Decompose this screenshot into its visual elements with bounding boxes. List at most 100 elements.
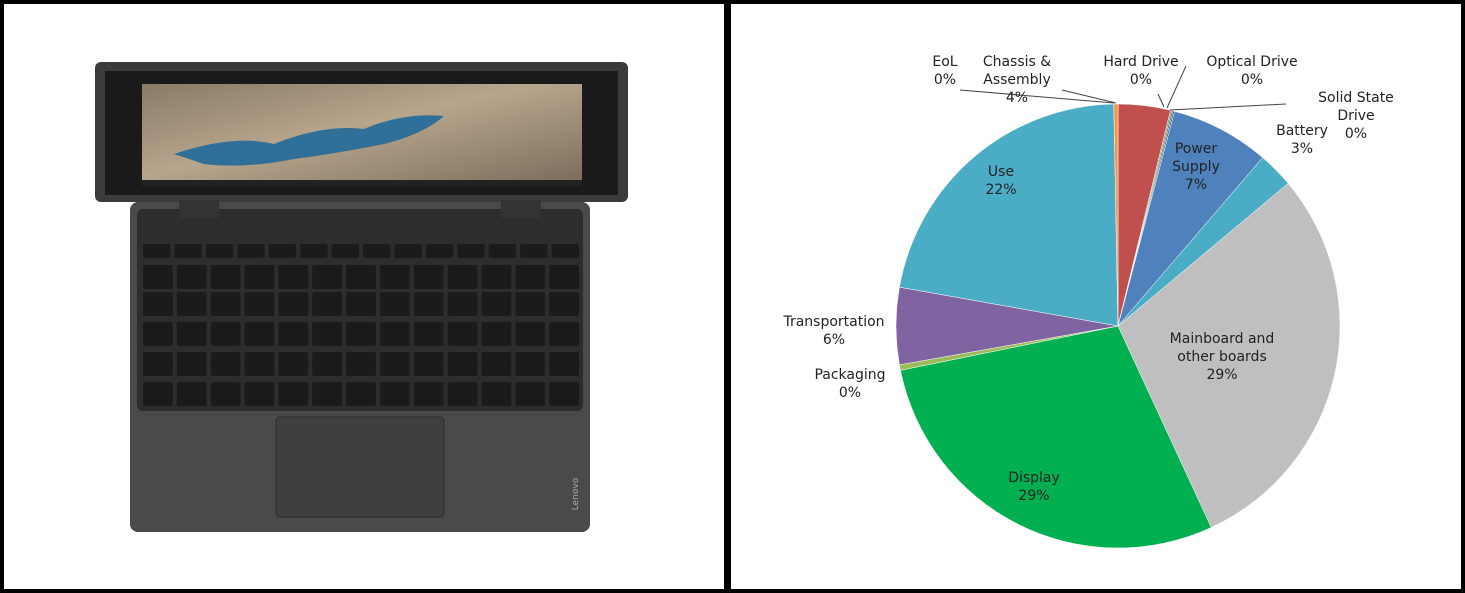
slice-label: Packaging 0% bbox=[814, 366, 885, 402]
slice-percent: 3% bbox=[1290, 141, 1314, 157]
key bbox=[312, 382, 343, 406]
key bbox=[244, 382, 275, 406]
key bbox=[447, 382, 478, 406]
key bbox=[210, 322, 241, 346]
key bbox=[515, 322, 546, 346]
pie-slice bbox=[1113, 103, 1119, 327]
key bbox=[413, 322, 444, 346]
key bbox=[447, 352, 478, 376]
slice-percent: 0% bbox=[838, 385, 862, 401]
key bbox=[515, 292, 546, 316]
key bbox=[312, 322, 343, 346]
key bbox=[379, 292, 410, 316]
key bbox=[515, 382, 546, 406]
key bbox=[300, 244, 328, 258]
leader-line bbox=[1157, 93, 1165, 108]
pie-slice bbox=[900, 325, 1212, 549]
slice-percent: 7% bbox=[1184, 177, 1208, 193]
key bbox=[457, 244, 485, 258]
key bbox=[176, 292, 207, 316]
key bbox=[481, 292, 512, 316]
key bbox=[549, 352, 579, 376]
key bbox=[515, 265, 546, 289]
slice-name: EoL bbox=[932, 54, 958, 70]
key bbox=[481, 322, 512, 346]
slice-percent: 29% bbox=[1206, 367, 1238, 383]
key bbox=[176, 382, 207, 406]
slice-label: Hard Drive 0% bbox=[1103, 53, 1178, 89]
key bbox=[413, 265, 444, 289]
key bbox=[143, 382, 173, 406]
slice-name: Optical Drive bbox=[1206, 54, 1298, 70]
key bbox=[413, 382, 444, 406]
key bbox=[379, 382, 410, 406]
key bbox=[425, 244, 454, 258]
lake bbox=[174, 115, 444, 166]
key bbox=[551, 244, 579, 258]
slice-percent: 6% bbox=[822, 332, 846, 348]
key bbox=[346, 352, 376, 376]
hinge bbox=[501, 200, 541, 218]
key bbox=[143, 352, 173, 376]
pie-slice bbox=[1117, 111, 1264, 327]
key bbox=[143, 244, 171, 258]
key bbox=[447, 322, 478, 346]
key bbox=[244, 352, 275, 376]
slice-percent: 0% bbox=[933, 72, 957, 88]
key bbox=[346, 265, 376, 289]
slice-label: Optical Drive 0% bbox=[1206, 53, 1297, 89]
slice-percent: 22% bbox=[985, 182, 1017, 198]
key bbox=[176, 265, 207, 289]
key bbox=[312, 292, 343, 316]
key bbox=[481, 352, 512, 376]
key bbox=[278, 352, 309, 376]
key bbox=[379, 352, 410, 376]
key bbox=[413, 292, 444, 316]
slice-label: Solid State Drive 0% bbox=[1302, 89, 1411, 143]
key bbox=[515, 352, 546, 376]
key bbox=[268, 244, 297, 258]
key bbox=[413, 352, 444, 376]
key bbox=[210, 292, 241, 316]
slice-name: Hard Drive bbox=[1103, 54, 1179, 70]
key bbox=[447, 292, 478, 316]
slice-percent: 4% bbox=[1005, 90, 1029, 106]
slice-name: Chassis & Assembly bbox=[982, 54, 1052, 88]
slice-name: Mainboard and other boards bbox=[1169, 331, 1275, 365]
slice-name: Use bbox=[987, 164, 1015, 180]
key bbox=[278, 265, 309, 289]
key bbox=[244, 265, 275, 289]
touchpad bbox=[275, 416, 445, 518]
key bbox=[346, 292, 376, 316]
key bbox=[244, 322, 275, 346]
key bbox=[312, 265, 343, 289]
slice-percent: 29% bbox=[1018, 488, 1050, 504]
key bbox=[379, 265, 410, 289]
key bbox=[278, 292, 309, 316]
key bbox=[549, 382, 579, 406]
key bbox=[210, 382, 241, 406]
slice-label: Battery 3% bbox=[1276, 122, 1328, 158]
key bbox=[447, 265, 478, 289]
slice-percent: 0% bbox=[1129, 72, 1153, 88]
key bbox=[176, 322, 207, 346]
shelf bbox=[142, 180, 582, 186]
slice-label: Use 22% bbox=[985, 163, 1016, 199]
slice-label: Chassis & Assembly 4% bbox=[962, 53, 1072, 107]
key bbox=[174, 244, 202, 258]
key bbox=[244, 292, 275, 316]
key bbox=[143, 322, 173, 346]
key bbox=[278, 322, 309, 346]
leader-line bbox=[1169, 103, 1287, 111]
key bbox=[379, 322, 410, 346]
slice-label: Transportation 6% bbox=[783, 313, 884, 349]
key bbox=[210, 352, 241, 376]
key bbox=[363, 244, 391, 258]
slice-label: Power Supply 7% bbox=[1156, 140, 1236, 194]
key bbox=[394, 244, 422, 258]
slice-name: Solid State Drive bbox=[1318, 90, 1394, 124]
slice-percent: 0% bbox=[1344, 126, 1368, 142]
slice-percent: 0% bbox=[1240, 72, 1264, 88]
